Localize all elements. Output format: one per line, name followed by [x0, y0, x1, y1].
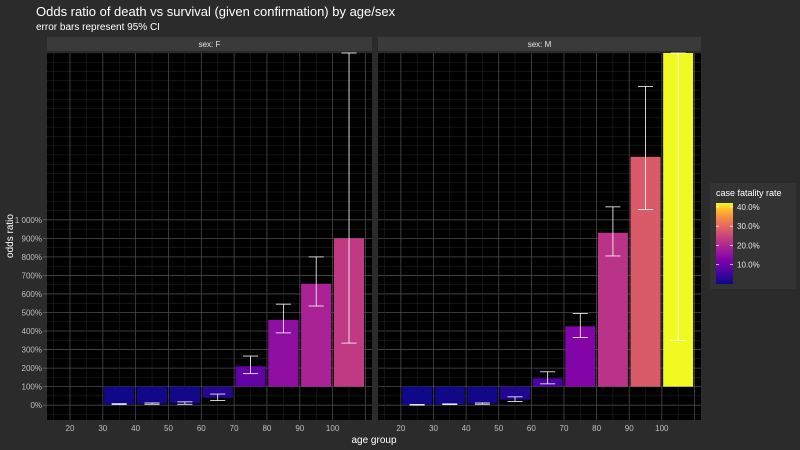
bar — [434, 386, 465, 405]
x-tick-label: 50 — [164, 424, 173, 433]
y-tick-label: 300% — [22, 346, 42, 355]
y-tick-label: 500% — [22, 308, 42, 317]
x-tick-label: 70 — [230, 424, 239, 433]
bar — [597, 232, 628, 387]
x-tick-label: 20 — [66, 424, 75, 433]
bar — [235, 366, 266, 387]
bar — [136, 386, 168, 404]
y-axis: 0% 100% 200% 300% 400% 500% 600% 700% 800% 900% 1 … — [15, 216, 47, 410]
bar — [104, 386, 135, 405]
panel-female: sex: F 20 30 40 50 60 70 80 90 100 — [47, 37, 372, 433]
x-tick-label: 50 — [494, 424, 503, 433]
chart-subtitle: error bars represent 95% CI — [36, 22, 160, 33]
bar — [402, 386, 433, 405]
x-tick-label: 30 — [429, 424, 438, 433]
x-tick-label: 80 — [592, 424, 601, 433]
bar — [169, 386, 200, 404]
y-tick-label: 100% — [22, 383, 42, 392]
legend-tick-label: 40.0% — [737, 203, 760, 212]
x-axis-title: age group — [351, 435, 396, 446]
x-tick-label: 90 — [625, 424, 634, 433]
panel-strip — [378, 37, 701, 51]
y-tick-label: 400% — [22, 327, 42, 336]
x-tick-label: 60 — [527, 424, 536, 433]
legend-colorbar — [716, 203, 733, 284]
legend-tick-label: 30.0% — [737, 222, 760, 231]
panel-strip-label: sex: F — [199, 40, 221, 49]
legend-title: case fatality rate — [716, 188, 782, 198]
x-tick-label: 100 — [326, 424, 340, 433]
panel-male: sex: M 20 30 40 50 60 70 80 90 100 — [378, 37, 701, 433]
bar — [500, 386, 531, 400]
x-tick-label: 90 — [295, 424, 304, 433]
x-tick-label: 60 — [197, 424, 206, 433]
x-tick-label: 70 — [560, 424, 569, 433]
legend-tick-label: 20.0% — [737, 241, 760, 250]
x-tick-label: 30 — [98, 424, 107, 433]
y-tick-label: 800% — [22, 253, 42, 262]
panels: sex: F 20 30 40 50 60 70 80 90 100 sex: M 20 30 40 50 6… — [47, 37, 701, 433]
y-axis-title: odds ratio — [5, 214, 16, 258]
y-tick-label: 0% — [30, 401, 42, 410]
y-tick-label: 900% — [22, 234, 42, 243]
y-tick-label: 200% — [22, 364, 42, 373]
x-tick-label: 40 — [462, 424, 471, 433]
x-tick-label: 80 — [262, 424, 271, 433]
x-tick-label: 20 — [396, 424, 405, 433]
legend-tick-label: 10.0% — [737, 261, 760, 270]
panel-strip — [47, 37, 372, 51]
legend: case fatality rate 40.0% 30.0% 20.0% 10.0% — [710, 183, 796, 289]
bar — [202, 386, 233, 398]
y-tick-label: 600% — [22, 290, 42, 299]
panel-strip-label: sex: M — [528, 40, 552, 49]
chart-title: Odds ratio of death vs survival (given c… — [36, 4, 396, 19]
bar — [467, 386, 498, 404]
x-tick-label: 40 — [131, 424, 140, 433]
y-tick-label: 1 000% — [15, 216, 42, 225]
y-tick-label: 700% — [22, 271, 42, 280]
x-tick-label: 100 — [655, 424, 669, 433]
